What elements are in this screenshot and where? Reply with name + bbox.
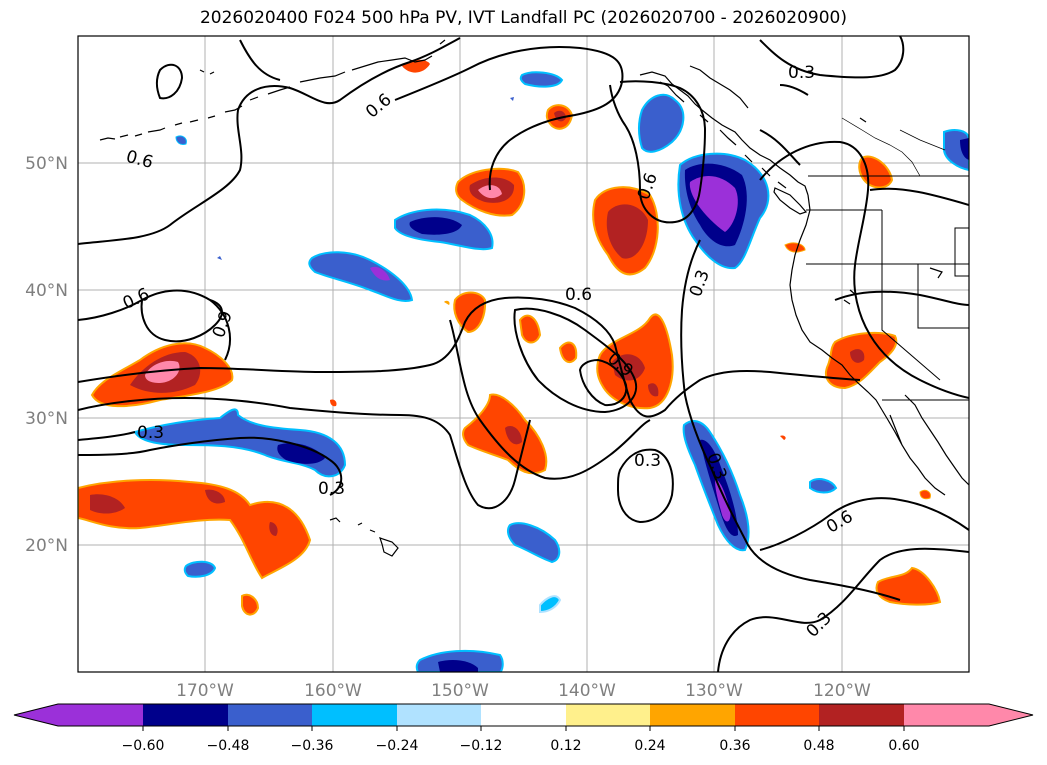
contour-label: 0.6 xyxy=(124,147,155,173)
lat-label-50n: 50°N xyxy=(25,154,68,174)
lat-label-30n: 30°N xyxy=(25,409,68,429)
colorbar-ticks xyxy=(142,726,905,731)
lon-label-130w: 130°W xyxy=(685,681,743,701)
contour-label: 0.6 xyxy=(565,285,592,305)
lon-label-120w: 120°W xyxy=(813,681,871,701)
contour-label: 0.3 xyxy=(686,267,714,299)
colorbar-segment xyxy=(312,704,397,726)
pos-anomaly-southwest xyxy=(78,479,312,580)
contour-label: 0.6 xyxy=(362,90,396,123)
colorbar: −0.60 −0.48 −0.36 −0.24 −0.12 0.12 0.24 … xyxy=(13,703,1034,754)
colorbar-segment xyxy=(735,704,819,726)
colorbar-segment xyxy=(397,704,481,726)
coastlines xyxy=(99,39,969,557)
colorbar-tick-label: 0.24 xyxy=(634,738,665,754)
colorbar-segment xyxy=(650,704,735,726)
colorbar-under-arrow xyxy=(14,704,58,726)
colorbar-tick-label: 0.12 xyxy=(550,738,581,754)
colorbar-segment xyxy=(819,704,904,726)
contour-label: 0.3 xyxy=(137,423,164,443)
neg-anomaly-west xyxy=(133,408,347,478)
colorbar-tick-label: 0.36 xyxy=(719,738,750,754)
colorbar-tick-label: −0.36 xyxy=(291,738,334,754)
lon-label-160w: 160°W xyxy=(304,681,362,701)
longitude-labels: 170°W 160°W 150°W 140°W 130°W 120°W xyxy=(176,681,871,701)
colorbar-tick-label: 0.48 xyxy=(803,738,834,754)
contour-label: 0.6 xyxy=(634,170,662,202)
colorbar-tick-label: −0.24 xyxy=(376,738,419,754)
colorbar-segment xyxy=(143,704,228,726)
lat-label-40n: 40°N xyxy=(25,281,68,301)
map-frame xyxy=(77,35,970,673)
colorbar-tick-label: −0.12 xyxy=(460,738,503,754)
colorbar-segment xyxy=(58,704,143,726)
map-title: 2026020400 F024 500 hPa PV, IVT Landfall… xyxy=(199,8,847,28)
colorbar-outline xyxy=(13,703,1034,727)
contour-label: 0.3 xyxy=(318,479,345,499)
contour-label: 0.6 xyxy=(120,284,153,314)
contour-labels: 0.6 0.6 0.3 0.6 0.9 0.3 0.3 0.6 0.3 0.6 … xyxy=(120,63,857,642)
pos-anomaly-central-south xyxy=(462,393,548,475)
map-content xyxy=(78,36,969,672)
colorbar-segment xyxy=(228,704,312,726)
colorbar-tick-label: 0.60 xyxy=(888,738,919,754)
contour-label: 0.3 xyxy=(634,451,661,471)
colorbar-segment xyxy=(904,704,989,726)
contour-label: 0.6 xyxy=(823,507,856,538)
contour-label: 0.3 xyxy=(788,63,815,83)
contour-label: 0.9 xyxy=(209,308,237,340)
lon-label-170w: 170°W xyxy=(176,681,234,701)
borders xyxy=(806,117,969,401)
colorbar-tick-label: −0.48 xyxy=(207,738,250,754)
lat-label-20n: 20°N xyxy=(25,536,68,556)
colorbar-segment xyxy=(481,704,566,726)
negative-anomalies xyxy=(133,71,969,672)
lon-label-150w: 150°W xyxy=(431,681,489,701)
pc-contours xyxy=(78,36,969,672)
latitude-labels: 50°N 40°N 30°N 20°N xyxy=(25,154,68,556)
lon-label-140w: 140°W xyxy=(558,681,616,701)
neg-anomaly-central-south xyxy=(506,522,561,564)
colorbar-over-arrow xyxy=(989,704,1033,726)
colorbar-segment xyxy=(566,704,650,726)
colorbar-tick-label: −0.60 xyxy=(122,738,165,754)
